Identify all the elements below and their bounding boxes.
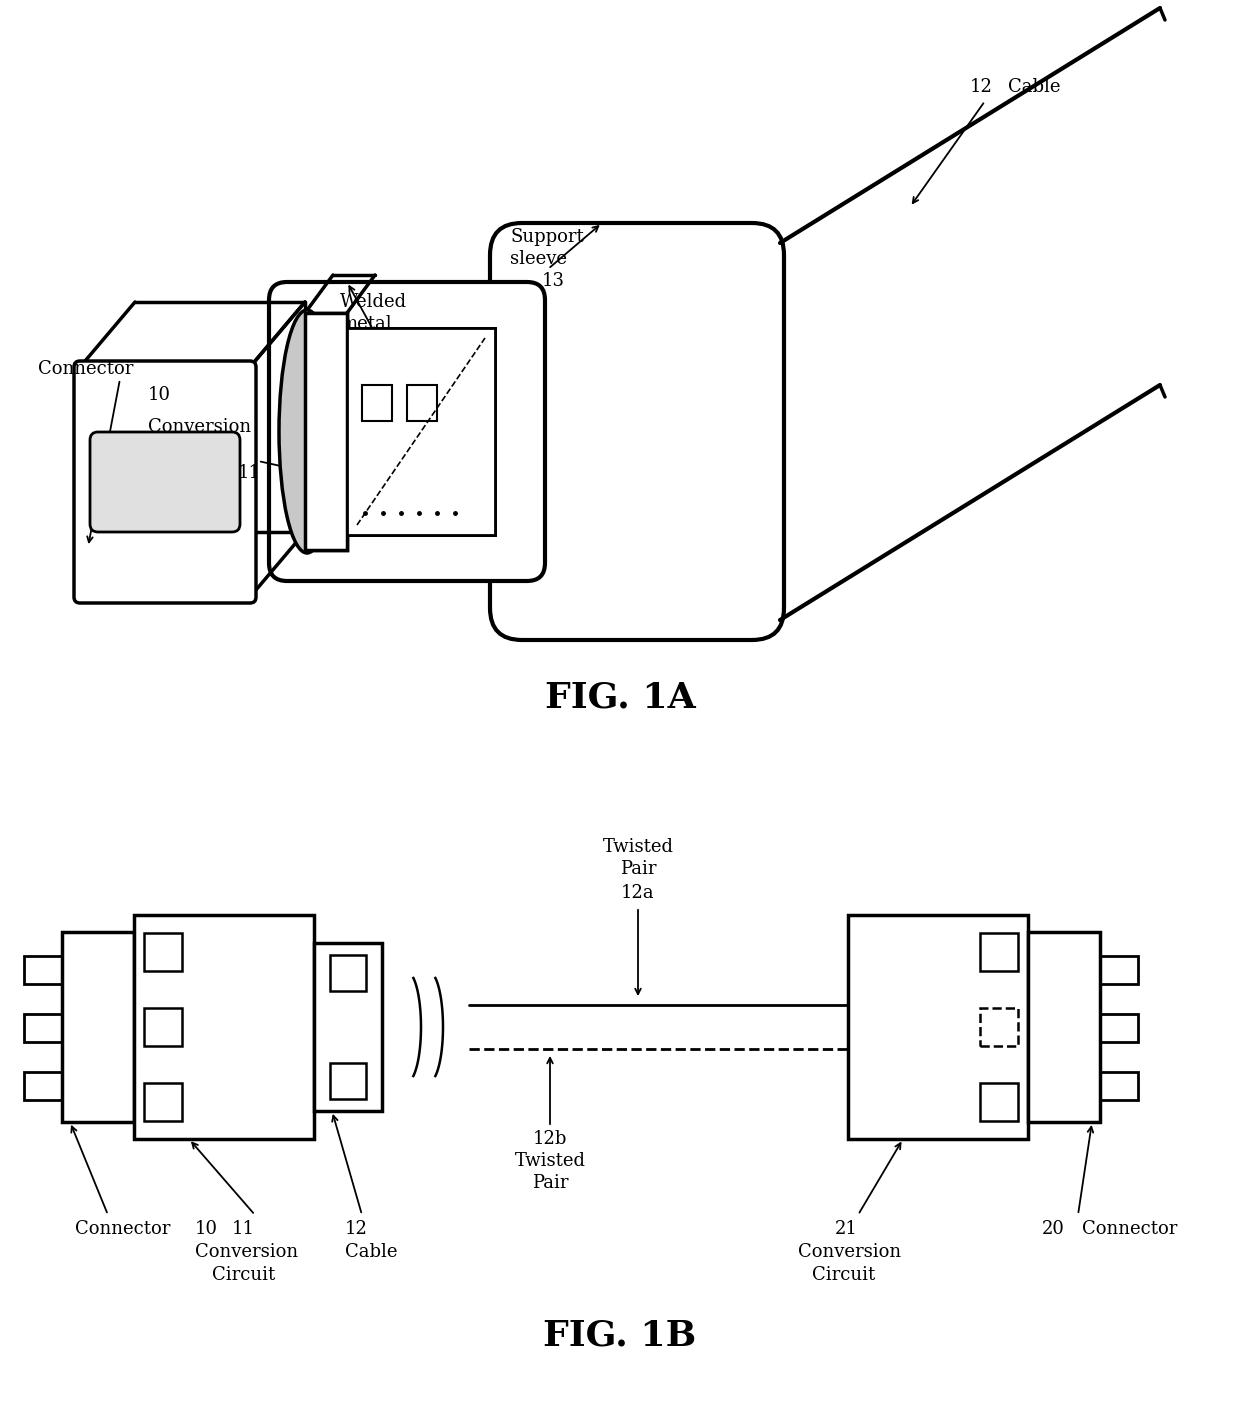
Bar xyxy=(305,313,347,550)
Text: P: P xyxy=(343,966,352,979)
Text: 10: 10 xyxy=(195,1220,218,1238)
FancyBboxPatch shape xyxy=(74,361,255,604)
Bar xyxy=(407,385,436,421)
Bar xyxy=(134,915,314,1139)
Text: 20: 20 xyxy=(1042,1220,1065,1238)
Text: Twisted: Twisted xyxy=(515,1152,585,1170)
Text: 12: 12 xyxy=(345,1220,368,1238)
Text: Cable: Cable xyxy=(1008,78,1060,96)
Text: Connector: Connector xyxy=(38,360,134,378)
FancyBboxPatch shape xyxy=(269,282,546,581)
Bar xyxy=(144,932,182,971)
Bar xyxy=(980,1083,1018,1121)
Bar xyxy=(24,1073,62,1100)
Bar xyxy=(305,313,347,550)
Bar xyxy=(330,1063,366,1100)
Text: Conversion: Conversion xyxy=(799,1243,901,1261)
Bar xyxy=(24,956,62,983)
Text: Support: Support xyxy=(510,228,584,247)
Bar xyxy=(980,1007,1018,1046)
FancyBboxPatch shape xyxy=(91,432,241,531)
Text: 11: 11 xyxy=(238,463,260,482)
Text: P: P xyxy=(994,945,1003,958)
Text: sleeve: sleeve xyxy=(510,249,567,268)
Ellipse shape xyxy=(279,310,335,553)
Bar xyxy=(1100,1073,1138,1100)
Text: 12: 12 xyxy=(970,78,993,96)
Text: Conversion: Conversion xyxy=(195,1243,298,1261)
Bar xyxy=(1100,1015,1138,1041)
Text: D: D xyxy=(993,1095,1004,1108)
Text: Twisted: Twisted xyxy=(603,837,673,856)
Text: Welded: Welded xyxy=(340,293,407,310)
Text: 21: 21 xyxy=(835,1220,858,1238)
Text: FIG. 1B: FIG. 1B xyxy=(543,1318,697,1352)
Bar xyxy=(1100,956,1138,983)
Text: 12b: 12b xyxy=(533,1129,567,1148)
Bar xyxy=(362,385,392,421)
Text: 12a: 12a xyxy=(621,884,655,903)
Bar xyxy=(144,1083,182,1121)
Text: Connector: Connector xyxy=(1083,1220,1177,1238)
Text: circuit: circuit xyxy=(148,441,207,458)
Text: Pair: Pair xyxy=(620,860,656,879)
Bar xyxy=(980,932,1018,971)
Text: 10: 10 xyxy=(148,385,171,404)
Text: Connector: Connector xyxy=(74,1220,170,1238)
Text: Circuit: Circuit xyxy=(212,1265,275,1284)
Bar xyxy=(347,327,495,536)
Bar xyxy=(848,915,1028,1139)
Text: C: C xyxy=(994,1020,1004,1033)
Bar xyxy=(330,955,366,990)
Text: 13: 13 xyxy=(542,272,565,290)
Text: C: C xyxy=(157,1020,167,1033)
Text: Cable: Cable xyxy=(345,1243,398,1261)
Text: Circuit: Circuit xyxy=(812,1265,875,1284)
FancyBboxPatch shape xyxy=(490,222,784,640)
Text: Pair: Pair xyxy=(532,1175,568,1192)
Text: P: P xyxy=(159,945,167,958)
Text: Shield: Shield xyxy=(340,337,398,356)
Bar xyxy=(144,1007,182,1046)
Text: D: D xyxy=(342,1074,353,1087)
Text: FIG. 1A: FIG. 1A xyxy=(544,680,696,714)
Text: 11: 11 xyxy=(232,1220,255,1238)
Bar xyxy=(1028,932,1100,1122)
Bar xyxy=(62,932,134,1122)
Bar xyxy=(347,327,495,536)
Bar xyxy=(407,385,436,421)
Bar xyxy=(362,385,392,421)
Text: 14: 14 xyxy=(392,360,415,378)
Bar xyxy=(24,1015,62,1041)
Text: D: D xyxy=(157,1095,169,1108)
Text: Conversion: Conversion xyxy=(148,418,252,436)
Text: metal: metal xyxy=(340,315,392,333)
Bar xyxy=(314,942,382,1111)
